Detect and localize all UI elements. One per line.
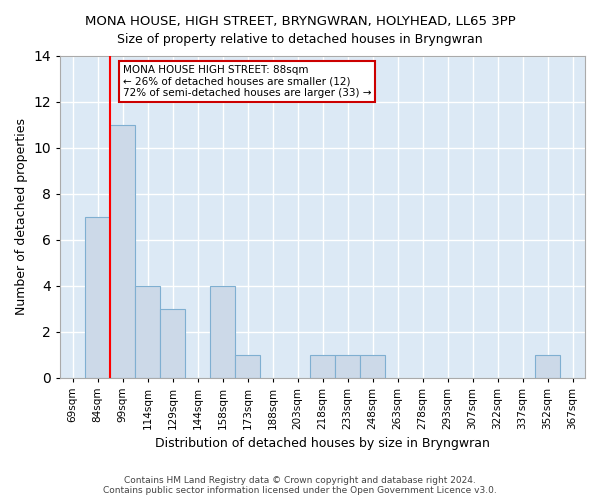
Text: Size of property relative to detached houses in Bryngwran: Size of property relative to detached ho… xyxy=(117,32,483,46)
Y-axis label: Number of detached properties: Number of detached properties xyxy=(15,118,28,315)
Bar xyxy=(210,286,235,378)
Bar xyxy=(360,354,385,378)
Bar xyxy=(135,286,160,378)
Bar xyxy=(85,216,110,378)
Bar xyxy=(160,308,185,378)
Bar xyxy=(335,354,360,378)
X-axis label: Distribution of detached houses by size in Bryngwran: Distribution of detached houses by size … xyxy=(155,437,490,450)
Text: MONA HOUSE, HIGH STREET, BRYNGWRAN, HOLYHEAD, LL65 3PP: MONA HOUSE, HIGH STREET, BRYNGWRAN, HOLY… xyxy=(85,15,515,28)
Bar xyxy=(535,354,560,378)
Text: MONA HOUSE HIGH STREET: 88sqm
← 26% of detached houses are smaller (12)
72% of s: MONA HOUSE HIGH STREET: 88sqm ← 26% of d… xyxy=(122,64,371,98)
Bar xyxy=(310,354,335,378)
Bar xyxy=(235,354,260,378)
Bar xyxy=(110,124,135,378)
Text: Contains HM Land Registry data © Crown copyright and database right 2024.
Contai: Contains HM Land Registry data © Crown c… xyxy=(103,476,497,495)
